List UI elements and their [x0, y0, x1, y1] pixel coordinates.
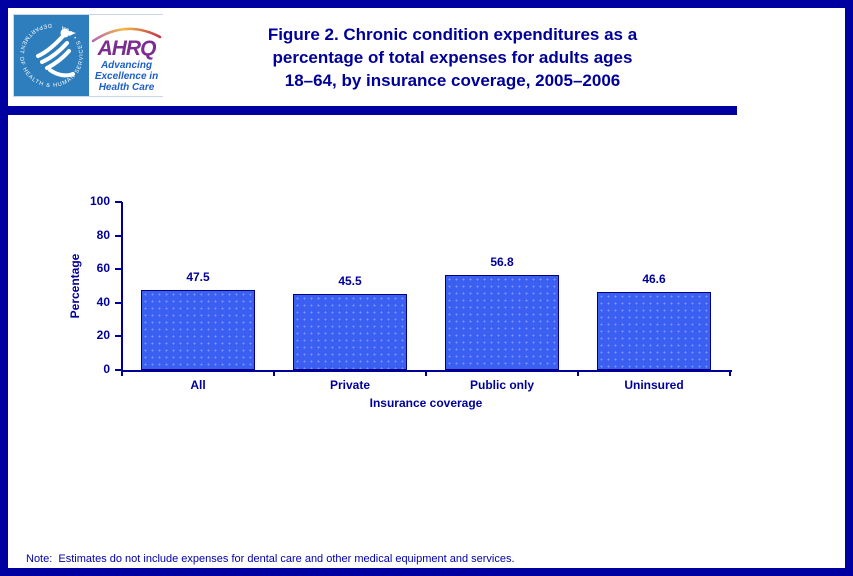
y-tick-label: 0 [103, 362, 110, 376]
footnotes: Note: Estimates do not include expenses … [26, 522, 698, 576]
bar [141, 290, 255, 370]
y-tick-label: 20 [96, 328, 110, 343]
ahrq-logo: AHRQ Advancing Excellence in Health Care [89, 15, 164, 96]
figure-title-line: 18–64, by insurance coverage, 2005–2006 [284, 71, 621, 90]
eagle-wings [36, 33, 75, 78]
tagline-line: Excellence in [94, 71, 159, 82]
x-axis-title: Insurance coverage [369, 396, 483, 410]
bar [293, 294, 407, 370]
ahrq-wordmark: AHRQ [97, 37, 157, 60]
bar-value-label: 45.5 [338, 274, 362, 288]
bar-value-label: 47.5 [186, 270, 210, 284]
x-category-label: All [190, 378, 206, 392]
x-tick-mark [273, 370, 275, 376]
y-tick-label: 60 [96, 261, 110, 276]
y-axis-line [121, 202, 123, 372]
y-tick-mark [115, 301, 122, 304]
ahrq-tagline: Advancing Excellence in Health Care [89, 60, 164, 93]
tagline-line: Health Care [98, 82, 155, 93]
figure-title-line: percentage of total expenses for adults … [272, 48, 633, 67]
x-tick-mark [121, 370, 123, 376]
y-tick-mark [115, 268, 122, 271]
y-tick-mark [115, 369, 122, 371]
x-category-label: Private [329, 378, 371, 392]
y-tick-label: 80 [96, 227, 110, 242]
figure-title-line: Figure 2. Chronic condition expenditures… [267, 25, 638, 44]
bar-value-label: 56.8 [490, 255, 514, 269]
x-tick-mark [577, 370, 579, 376]
figure-title: Figure 2. Chronic condition expenditures… [170, 23, 735, 92]
y-tick-mark [115, 234, 122, 237]
bar-value-label: 46.6 [642, 272, 666, 286]
rainbow-arc-icon [91, 27, 162, 43]
x-category-label: Public only [469, 378, 534, 392]
eagle-head [60, 28, 70, 38]
note-line: Note: Estimates do not include expenses … [26, 553, 515, 565]
bar [445, 275, 559, 370]
y-tick-label: 40 [96, 294, 110, 309]
x-tick-mark [729, 370, 731, 376]
y-tick-mark [115, 201, 122, 203]
y-tick-label: 100 [89, 194, 110, 208]
y-tick-mark [115, 335, 122, 338]
eagle-beak [69, 31, 76, 36]
hhs-logo-icon: DEPARTMENT OF HEALTH & HUMAN SERVICES • … [14, 15, 89, 96]
tagline-line: Advancing [100, 60, 153, 71]
x-tick-mark [425, 370, 427, 376]
header-divider-bar [8, 106, 737, 115]
bar [597, 292, 711, 370]
hhs-ahrq-logo: DEPARTMENT OF HEALTH & HUMAN SERVICES • … [13, 14, 164, 97]
hhs-eagle-icon: DEPARTMENT OF HEALTH & HUMAN SERVICES • … [18, 22, 84, 89]
x-category-label: Uninsured [624, 378, 684, 392]
